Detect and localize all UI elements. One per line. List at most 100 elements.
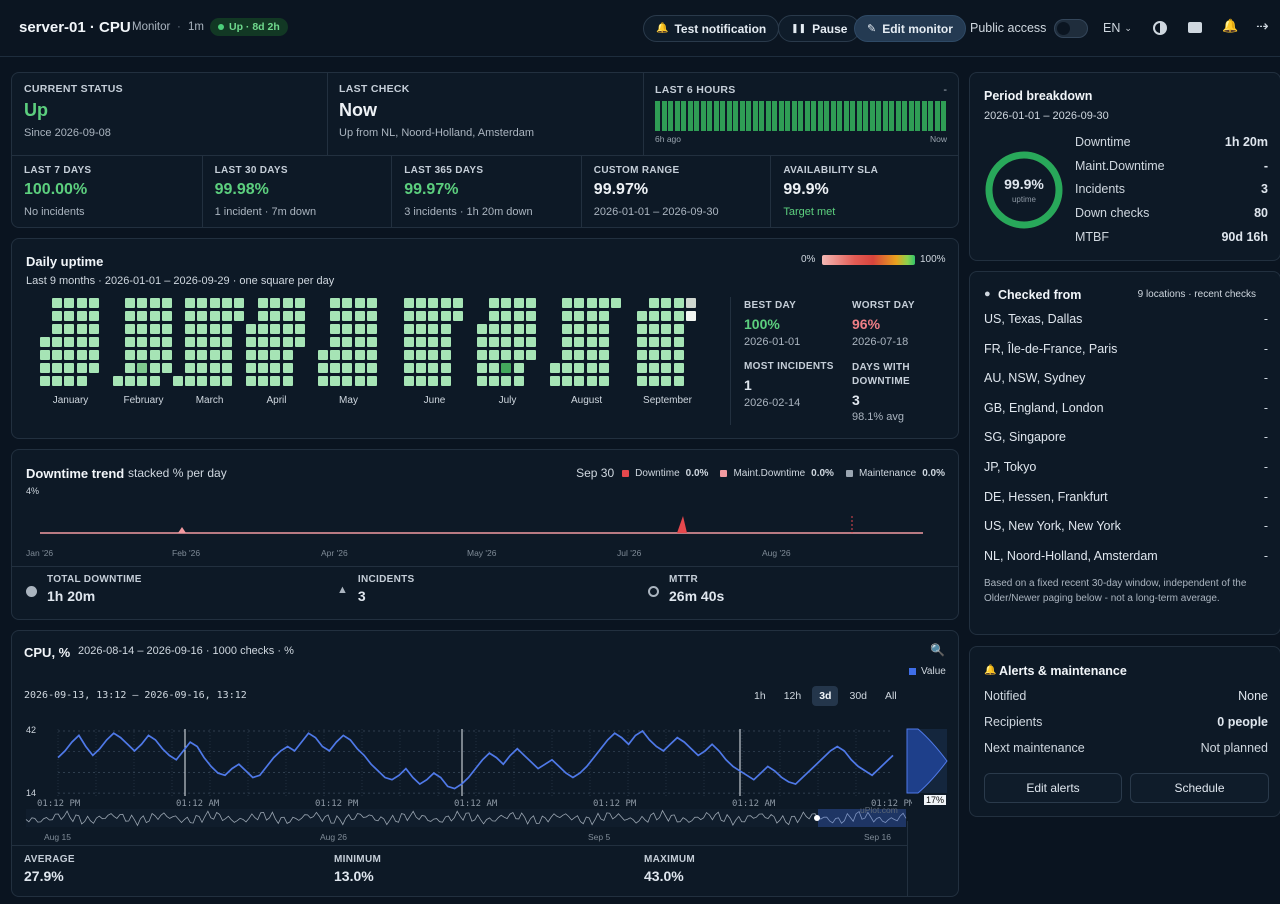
day-square[interactable] bbox=[525, 350, 536, 360]
day-square[interactable] bbox=[88, 363, 99, 373]
day-square[interactable] bbox=[366, 376, 377, 386]
day-square[interactable] bbox=[88, 337, 99, 347]
day-square[interactable] bbox=[88, 324, 99, 334]
day-square[interactable] bbox=[209, 337, 220, 347]
day-square[interactable] bbox=[270, 376, 281, 386]
day-square[interactable] bbox=[489, 350, 500, 360]
day-square[interactable] bbox=[76, 350, 87, 360]
day-square[interactable] bbox=[440, 337, 451, 347]
range-button-12h[interactable]: 12h bbox=[783, 690, 802, 702]
day-square[interactable] bbox=[88, 311, 99, 321]
day-square[interactable] bbox=[137, 311, 148, 321]
day-square[interactable] bbox=[649, 337, 660, 347]
day-square[interactable] bbox=[513, 337, 524, 347]
zoom-icon[interactable]: 🔍 bbox=[930, 643, 945, 657]
day-square[interactable] bbox=[416, 350, 427, 360]
day-square[interactable] bbox=[354, 311, 365, 321]
day-square[interactable] bbox=[161, 311, 172, 321]
day-square[interactable] bbox=[52, 324, 63, 334]
day-square[interactable] bbox=[513, 350, 524, 360]
day-square[interactable] bbox=[366, 298, 377, 308]
day-square[interactable] bbox=[76, 298, 87, 308]
day-square[interactable] bbox=[270, 337, 281, 347]
day-square[interactable] bbox=[342, 298, 353, 308]
day-square[interactable] bbox=[673, 376, 684, 386]
day-square[interactable] bbox=[258, 376, 269, 386]
day-square[interactable] bbox=[161, 337, 172, 347]
day-square[interactable] bbox=[270, 311, 281, 321]
day-square[interactable] bbox=[649, 324, 660, 334]
day-square[interactable] bbox=[113, 376, 123, 386]
day-square[interactable] bbox=[574, 337, 585, 347]
day-square[interactable] bbox=[149, 350, 160, 360]
day-square[interactable] bbox=[246, 376, 256, 386]
day-square[interactable] bbox=[513, 376, 524, 386]
day-square[interactable] bbox=[88, 350, 99, 360]
day-square[interactable] bbox=[161, 350, 172, 360]
day-square[interactable] bbox=[598, 337, 609, 347]
day-square[interactable] bbox=[673, 311, 684, 321]
day-square[interactable] bbox=[428, 363, 439, 373]
day-square[interactable] bbox=[637, 311, 647, 321]
day-square[interactable] bbox=[550, 363, 560, 373]
day-square[interactable] bbox=[282, 337, 293, 347]
day-square[interactable] bbox=[440, 324, 451, 334]
day-square[interactable] bbox=[574, 363, 585, 373]
day-square[interactable] bbox=[185, 350, 196, 360]
day-square[interactable] bbox=[294, 298, 305, 308]
day-square[interactable] bbox=[598, 376, 609, 386]
day-square[interactable] bbox=[125, 311, 136, 321]
day-square[interactable] bbox=[342, 337, 353, 347]
day-square[interactable] bbox=[137, 337, 148, 347]
day-square[interactable] bbox=[489, 298, 500, 308]
day-square[interactable] bbox=[185, 376, 196, 386]
day-square[interactable] bbox=[574, 324, 585, 334]
day-square[interactable] bbox=[270, 298, 281, 308]
day-square[interactable] bbox=[598, 363, 609, 373]
day-square[interactable] bbox=[574, 376, 585, 386]
day-square[interactable] bbox=[294, 324, 305, 334]
day-square[interactable] bbox=[452, 311, 463, 321]
day-square[interactable] bbox=[501, 350, 512, 360]
day-square[interactable] bbox=[52, 350, 63, 360]
logout-icon[interactable]: ⇢ bbox=[1256, 18, 1269, 35]
day-square[interactable] bbox=[586, 298, 597, 308]
day-square[interactable] bbox=[64, 363, 75, 373]
day-square[interactable] bbox=[416, 337, 427, 347]
day-square[interactable] bbox=[354, 324, 365, 334]
day-square[interactable] bbox=[586, 324, 597, 334]
day-square[interactable] bbox=[501, 311, 512, 321]
edit-monitor-button[interactable]: ✎ Edit monitor bbox=[854, 15, 966, 42]
day-square[interactable] bbox=[185, 363, 196, 373]
language-select[interactable]: EN ⌄ bbox=[1103, 21, 1132, 35]
day-square[interactable] bbox=[673, 350, 684, 360]
day-square[interactable] bbox=[209, 376, 220, 386]
day-square[interactable] bbox=[404, 376, 414, 386]
day-square[interactable] bbox=[342, 363, 353, 373]
day-square[interactable] bbox=[246, 337, 256, 347]
range-button-All[interactable]: All bbox=[885, 690, 897, 702]
day-square[interactable] bbox=[125, 298, 136, 308]
day-square[interactable] bbox=[673, 298, 684, 308]
day-square[interactable] bbox=[282, 298, 293, 308]
day-square[interactable] bbox=[513, 324, 524, 334]
day-square[interactable] bbox=[125, 376, 136, 386]
day-square[interactable] bbox=[282, 311, 293, 321]
day-square[interactable] bbox=[562, 376, 573, 386]
day-square[interactable] bbox=[637, 337, 647, 347]
day-square[interactable] bbox=[197, 363, 208, 373]
day-square[interactable] bbox=[525, 324, 536, 334]
day-square[interactable] bbox=[477, 376, 487, 386]
day-square[interactable] bbox=[404, 337, 414, 347]
day-square[interactable] bbox=[416, 363, 427, 373]
day-square[interactable] bbox=[428, 337, 439, 347]
day-square[interactable] bbox=[161, 298, 172, 308]
day-square[interactable] bbox=[440, 363, 451, 373]
day-square[interactable] bbox=[137, 363, 148, 373]
range-button-3d[interactable]: 3d bbox=[812, 686, 839, 706]
day-square[interactable] bbox=[294, 337, 305, 347]
day-square[interactable] bbox=[661, 363, 672, 373]
day-square[interactable] bbox=[673, 324, 684, 334]
day-square[interactable] bbox=[221, 298, 232, 308]
day-square[interactable] bbox=[342, 311, 353, 321]
